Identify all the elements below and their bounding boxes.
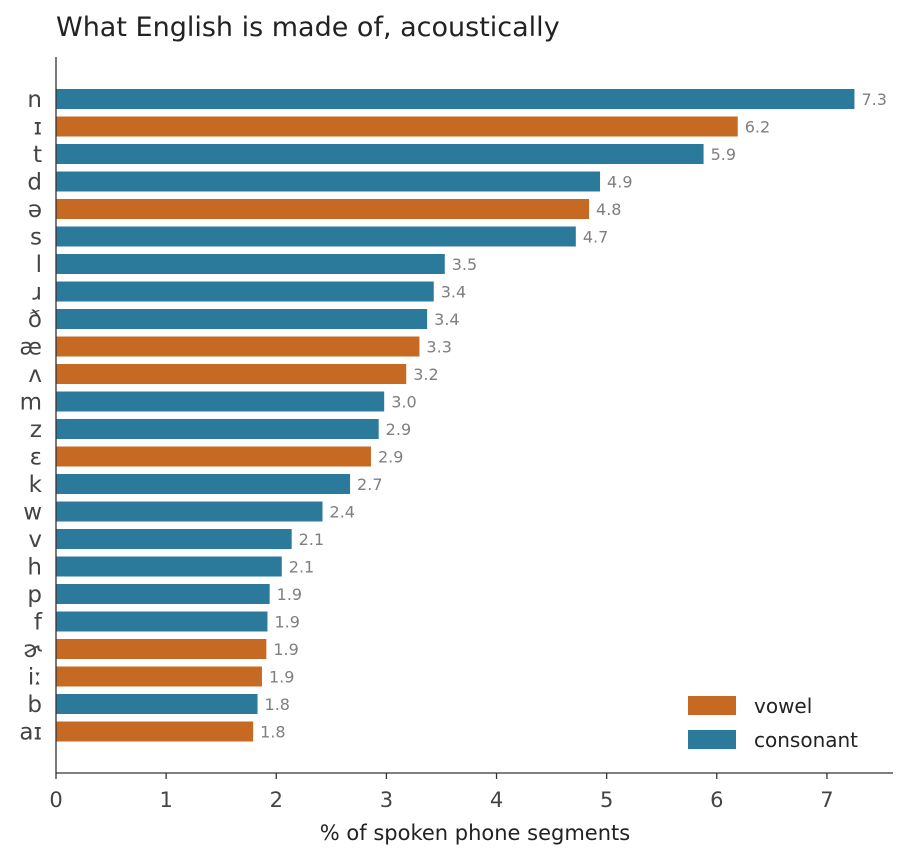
data-label: 1.8: [260, 723, 285, 742]
bar-8: [56, 281, 434, 302]
y-tick-label: h: [27, 555, 42, 581]
bar-20: [56, 611, 268, 632]
data-label: 7.3: [861, 90, 886, 109]
data-label: 5.9: [711, 145, 736, 164]
bar-14: [56, 446, 371, 467]
data-label: 1.9: [269, 668, 294, 687]
y-tick-label: m: [20, 390, 42, 416]
bar-10: [56, 336, 420, 357]
data-label: 1.8: [265, 695, 290, 714]
y-tick-label: f: [34, 610, 43, 636]
bars-layer: [56, 89, 855, 742]
y-tick-label: æ: [19, 335, 42, 361]
bar-2: [56, 116, 738, 137]
data-label: 2.4: [330, 503, 355, 522]
y-tick-label: aɪ: [19, 720, 42, 746]
bar-24: [56, 721, 254, 742]
legend-swatch-vowel: [688, 696, 736, 715]
y-tick-label: ð: [28, 307, 42, 333]
bar-13: [56, 419, 379, 439]
y-tick-label: ɚ: [23, 637, 42, 663]
y-tick-label: b: [27, 692, 42, 718]
y-tick-label: p: [27, 582, 42, 608]
data-label: 4.7: [583, 228, 608, 247]
data-label: 3.0: [391, 393, 416, 412]
data-label: 3.4: [434, 310, 459, 329]
legend-label-vowel: vowel: [754, 694, 812, 718]
data-label: 2.1: [299, 530, 324, 549]
data-label: 4.9: [607, 173, 632, 192]
data-label: 3.4: [441, 283, 466, 302]
x-axis-ticks: 0 1 2 3 4 5 6 7: [49, 773, 834, 812]
data-label: 2.7: [357, 475, 382, 494]
bar-3: [56, 144, 704, 164]
y-tick-label: ə: [28, 197, 42, 223]
y-tick-label: ɪ: [33, 115, 42, 141]
data-label: 2.9: [378, 448, 403, 467]
legend-label-consonant: consonant: [754, 728, 858, 752]
data-label: 3.5: [452, 255, 477, 274]
x-tick-label: 4: [490, 788, 503, 812]
bar-4: [56, 171, 601, 192]
y-tick-label: s: [30, 225, 42, 251]
y-tick-label: ɛ: [30, 445, 42, 471]
data-label: 4.8: [596, 200, 621, 219]
y-tick-label: k: [29, 472, 43, 498]
x-axis-label: % of spoken phone segments: [320, 821, 630, 845]
y-tick-label: l: [36, 252, 42, 278]
bar-16: [56, 501, 323, 522]
data-label: 1.9: [277, 585, 302, 604]
bar-1: [56, 89, 855, 109]
y-tick-label: n: [27, 87, 42, 113]
x-tick-label: 7: [820, 788, 833, 812]
y-tick-label: v: [28, 527, 42, 553]
x-tick-label: 0: [49, 788, 62, 812]
bar-15: [56, 474, 351, 494]
bar-18: [56, 556, 282, 577]
y-tick-label: iː: [28, 665, 42, 691]
x-tick-label: 1: [159, 788, 172, 812]
data-label: 1.9: [273, 640, 298, 659]
bar-12: [56, 391, 385, 412]
y-tick-label: t: [33, 142, 42, 168]
bar-17: [56, 529, 292, 549]
data-label: 3.3: [426, 338, 451, 357]
y-tick-label: z: [30, 417, 42, 443]
legend: vowel consonant: [688, 694, 858, 752]
bar-19: [56, 584, 270, 604]
x-tick-label: 2: [270, 788, 283, 812]
data-labels: 7.3 6.2 5.9 4.9 4.8 4.7 3.5 3.4 3.4 3.3 3.2 3.0 2.9 2…: [260, 90, 887, 742]
chart-title: What English is made of, acoustically: [56, 12, 560, 43]
bar-9: [56, 309, 428, 329]
bar-21: [56, 639, 267, 659]
y-tick-label: ɹ: [32, 280, 42, 306]
bar-22: [56, 666, 262, 687]
bar-5: [56, 199, 590, 219]
bar-7: [56, 254, 445, 274]
data-label: 3.2: [413, 365, 438, 384]
bar-6: [56, 226, 576, 247]
y-tick-label: d: [27, 170, 42, 196]
y-tick-label: w: [23, 500, 42, 526]
x-tick-label: 3: [380, 788, 393, 812]
data-label: 2.1: [289, 558, 314, 577]
data-label: 1.9: [274, 613, 299, 632]
x-tick-label: 5: [600, 788, 613, 812]
x-tick-label: 6: [710, 788, 723, 812]
y-tick-label: ʌ: [28, 362, 42, 388]
legend-swatch-consonant: [688, 730, 736, 749]
data-label: 2.9: [386, 420, 411, 439]
data-label: 6.2: [745, 118, 770, 137]
bar-11: [56, 364, 407, 384]
bar-23: [56, 694, 258, 714]
